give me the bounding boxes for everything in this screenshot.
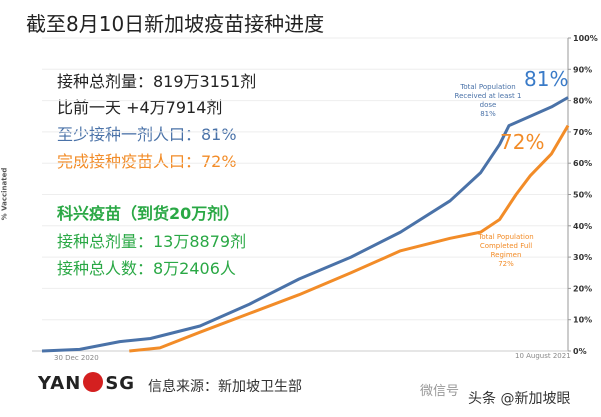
page-title: 截至8月10日新加坡疫苗接种进度 (26, 12, 325, 36)
source-text: 信息来源：新加坡卫生部 (148, 379, 302, 395)
yansg-logo: YAN SG (38, 372, 136, 394)
y-tick-label: 30% (573, 253, 592, 262)
y-tick-label: 80% (573, 97, 592, 106)
orange-series-annotation: Total Population Completed Full Regimen 7… (478, 233, 534, 268)
daily-change: 比前一天 +4万7914剂 (57, 98, 223, 117)
y-tick-label: 100% (573, 34, 598, 43)
total-doses: 接种总剂量：819万3151剂 (57, 72, 257, 91)
completed-regimen: 完成接种疫苗人口：72% (57, 152, 237, 171)
orange-big-label: 72% (500, 130, 545, 154)
toutiao-watermark: 头条 @新加坡眼 (468, 391, 571, 407)
sinovac-doses: 接种总剂量：13万8879剂 (57, 232, 247, 251)
y-tick-label: 60% (573, 159, 592, 168)
blue-series-annotation: Total Population Received at least 1 dos… (454, 83, 522, 118)
y-tick-label: 0% (573, 347, 587, 356)
y-tick-label: 90% (573, 65, 592, 74)
y-tick-label: 50% (573, 191, 592, 200)
x-tick-start: 30 Dec 2020 (54, 354, 99, 362)
sinovac-people: 接种总人数：8万2406人 (57, 259, 236, 278)
y-tick-label: 20% (573, 284, 592, 293)
x-tick-end: 10 August 2021 (515, 352, 571, 360)
blue-big-label: 81% (524, 67, 569, 91)
first-dose-series-line (41, 96, 569, 353)
completed-series-line (129, 124, 570, 353)
y-tick-label: 40% (573, 222, 592, 231)
wechat-watermark: 微信号 (420, 384, 460, 399)
y-tick-label: 10% (573, 316, 592, 325)
sinovac-title: 科兴疫苗（到货20万剂） (57, 204, 240, 223)
y-tick-label: 70% (573, 128, 592, 137)
at-least-one-dose: 至少接种一剂人口：81% (57, 125, 237, 144)
